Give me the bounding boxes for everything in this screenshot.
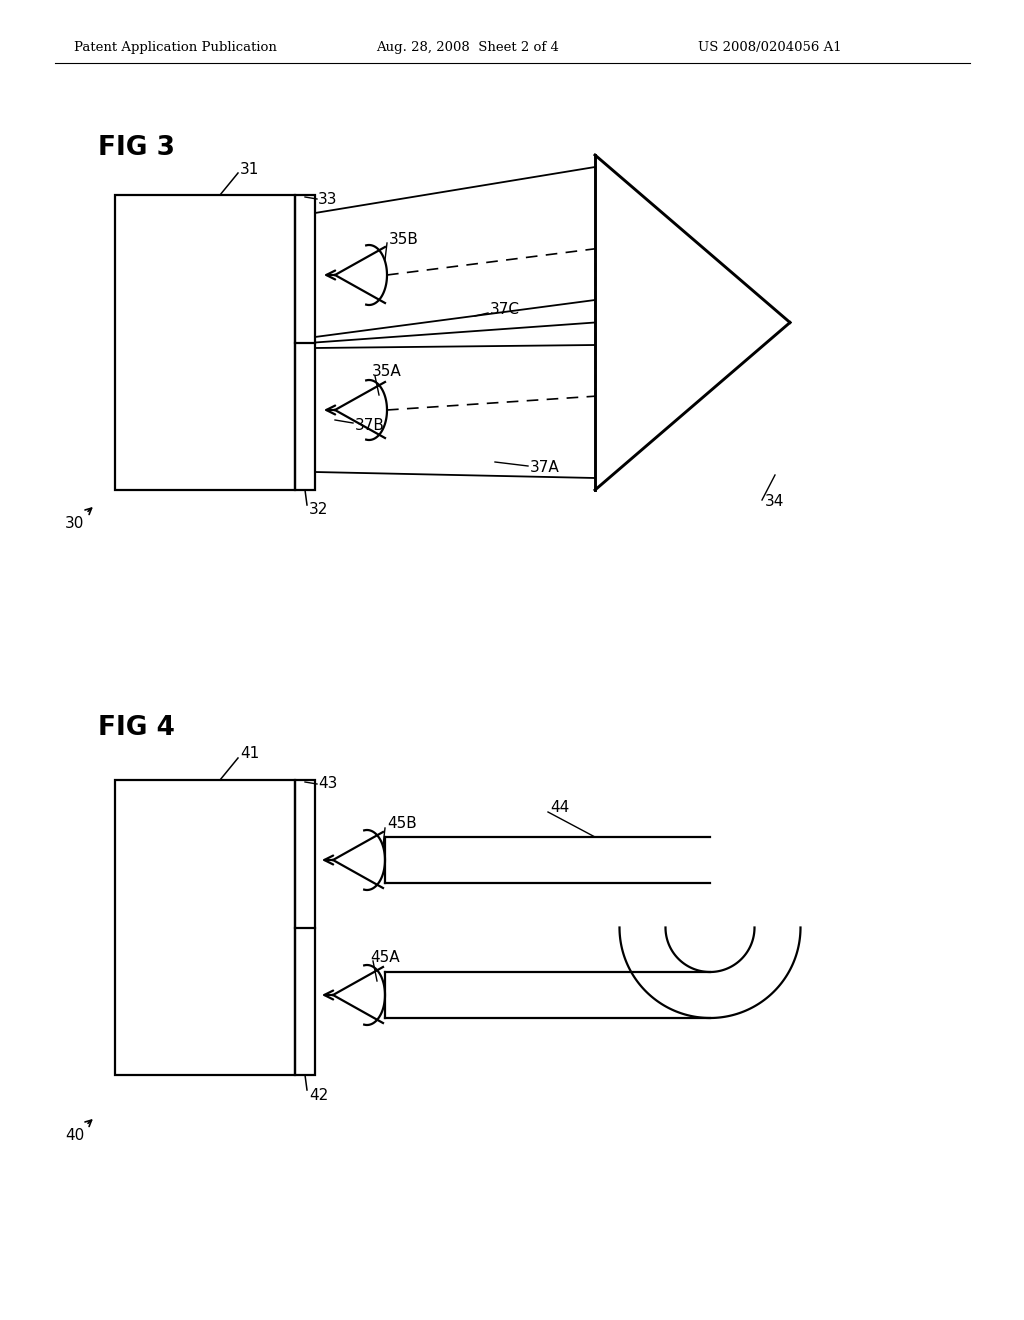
Text: 33: 33 <box>318 191 338 206</box>
Text: Patent Application Publication: Patent Application Publication <box>74 41 276 54</box>
Text: 35A: 35A <box>372 364 401 380</box>
Text: Aug. 28, 2008  Sheet 2 of 4: Aug. 28, 2008 Sheet 2 of 4 <box>377 41 559 54</box>
Text: 45A: 45A <box>370 949 399 965</box>
Text: US 2008/0204056 A1: US 2008/0204056 A1 <box>698 41 842 54</box>
Text: FIG 4: FIG 4 <box>98 715 175 741</box>
Text: 30: 30 <box>65 508 91 531</box>
Text: 34: 34 <box>765 495 784 510</box>
Bar <box>115 780 295 1074</box>
Text: 31: 31 <box>240 161 259 177</box>
Text: 32: 32 <box>309 503 329 517</box>
Text: FIG 3: FIG 3 <box>98 135 175 161</box>
Text: 45B: 45B <box>387 817 417 832</box>
Bar <box>115 195 295 490</box>
Text: 41: 41 <box>240 747 259 762</box>
Text: 43: 43 <box>318 776 337 792</box>
Text: 42: 42 <box>309 1088 329 1102</box>
Text: 37C: 37C <box>490 302 520 318</box>
Text: 35B: 35B <box>389 231 419 247</box>
Text: 37B: 37B <box>355 417 385 433</box>
Text: 44: 44 <box>550 800 569 816</box>
Bar <box>295 195 315 490</box>
Bar <box>295 780 315 1074</box>
Text: 37A: 37A <box>530 461 560 475</box>
Text: 40: 40 <box>65 1121 91 1143</box>
